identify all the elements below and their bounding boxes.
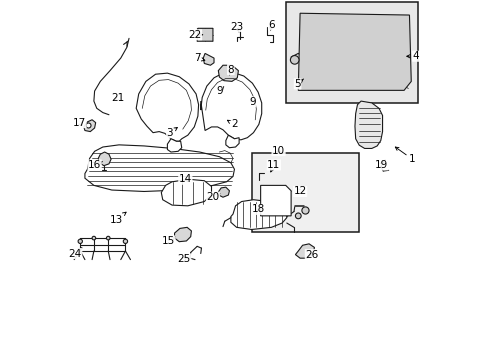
Circle shape [86,123,91,128]
Text: 11: 11 [267,160,280,172]
Circle shape [123,239,127,243]
Polygon shape [167,139,182,152]
Polygon shape [260,185,290,216]
Text: 24: 24 [68,248,81,258]
Polygon shape [85,145,234,192]
Text: 13: 13 [109,212,126,225]
Text: 7: 7 [193,53,204,63]
Text: 9: 9 [216,86,224,96]
Text: 8: 8 [227,64,234,75]
Text: 26: 26 [305,249,318,260]
Circle shape [290,55,298,64]
Text: 21: 21 [111,93,124,103]
Text: 4: 4 [406,51,418,61]
Circle shape [92,236,96,240]
Circle shape [78,239,82,243]
Bar [285,3,418,103]
Polygon shape [225,135,239,148]
Text: 20: 20 [206,192,220,202]
Text: 12: 12 [293,186,306,197]
Circle shape [295,213,301,219]
Polygon shape [203,53,214,65]
Polygon shape [161,179,211,206]
Text: 22: 22 [188,30,202,40]
Text: 18: 18 [252,204,265,215]
Polygon shape [197,28,212,41]
Polygon shape [98,152,111,166]
Polygon shape [83,120,96,132]
Polygon shape [218,187,229,197]
Text: 23: 23 [229,22,243,32]
Polygon shape [201,72,261,140]
Text: 2: 2 [227,120,237,129]
Polygon shape [354,101,382,148]
Text: 25: 25 [177,254,190,264]
Circle shape [301,207,308,214]
Text: 1: 1 [394,147,415,164]
Text: 10: 10 [271,145,285,156]
Text: 6: 6 [268,20,275,31]
Polygon shape [218,65,238,81]
Text: 14: 14 [178,174,192,184]
Polygon shape [295,244,314,258]
Text: 17: 17 [73,118,86,128]
Polygon shape [230,200,286,229]
Polygon shape [136,73,198,141]
Text: 16: 16 [88,160,102,170]
Polygon shape [174,227,191,242]
Text: 5: 5 [294,79,303,89]
Text: 3: 3 [166,127,177,138]
Circle shape [106,236,110,240]
Text: 15: 15 [162,236,175,246]
Polygon shape [298,13,410,90]
Bar [251,153,359,232]
Text: 9: 9 [248,97,255,107]
Text: 19: 19 [374,160,387,170]
